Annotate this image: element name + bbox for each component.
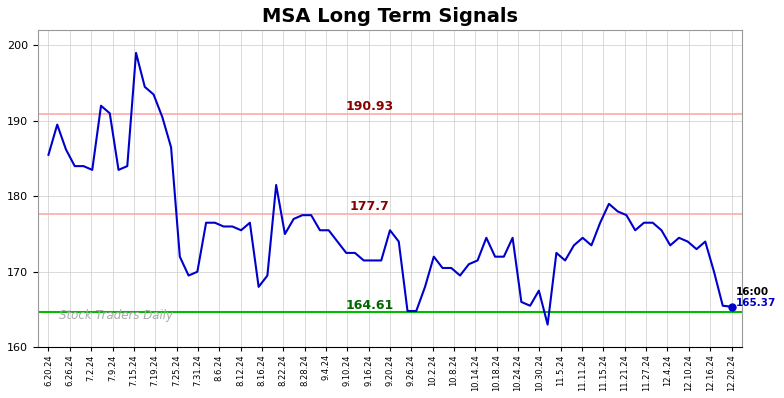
- Text: Stock Traders Daily: Stock Traders Daily: [59, 309, 173, 322]
- Text: 177.7: 177.7: [350, 200, 390, 213]
- Title: MSA Long Term Signals: MSA Long Term Signals: [262, 7, 518, 26]
- Text: 164.61: 164.61: [346, 298, 394, 312]
- Text: 190.93: 190.93: [346, 100, 394, 113]
- Text: 165.37: 165.37: [736, 298, 776, 308]
- Text: 16:00: 16:00: [736, 287, 769, 297]
